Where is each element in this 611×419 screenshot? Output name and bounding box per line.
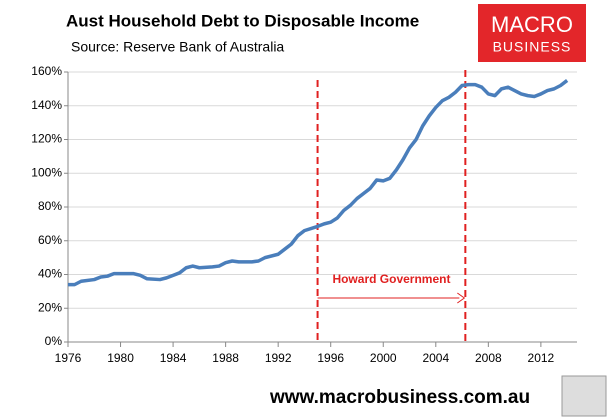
x-tick-label: 2012 <box>528 351 555 365</box>
arrow-head <box>457 292 466 304</box>
y-tick-label: 160% <box>31 64 62 78</box>
x-tick-label: 2004 <box>422 351 449 365</box>
x-tick-label: 1996 <box>317 351 344 365</box>
chart-subtitle: Source: Reserve Bank of Australia <box>71 39 284 55</box>
wolf-icon <box>561 375 607 417</box>
x-tick-label: 2008 <box>475 351 502 365</box>
x-tick-label: 1992 <box>265 351 292 365</box>
series-line <box>68 79 569 287</box>
x-tick-label: 1984 <box>160 351 187 365</box>
y-tick-label: 120% <box>31 132 62 146</box>
x-tick-label: 2000 <box>370 351 397 365</box>
logo-text: BUSINESS <box>493 39 572 55</box>
y-tick-label: 20% <box>38 300 62 314</box>
footer: www.macrobusiness.com.au <box>269 387 530 408</box>
x-tick-label: 1980 <box>107 351 134 365</box>
x-tick-label: 1988 <box>212 351 239 365</box>
y-tick-label: 0% <box>45 334 63 348</box>
logo-text: MACRO <box>491 12 573 37</box>
y-tick-label: 80% <box>38 199 62 213</box>
y-tick-label: 40% <box>38 267 62 281</box>
y-tick-label: 140% <box>31 98 62 112</box>
period-label: Howard Government <box>332 272 450 286</box>
logo-box <box>478 4 586 62</box>
x-tick-label: 1976 <box>55 351 82 365</box>
chart-title: Aust Household Debt to Disposable Income <box>66 11 419 30</box>
y-tick-label: 60% <box>38 233 62 247</box>
y-tick-label: 100% <box>31 165 62 179</box>
